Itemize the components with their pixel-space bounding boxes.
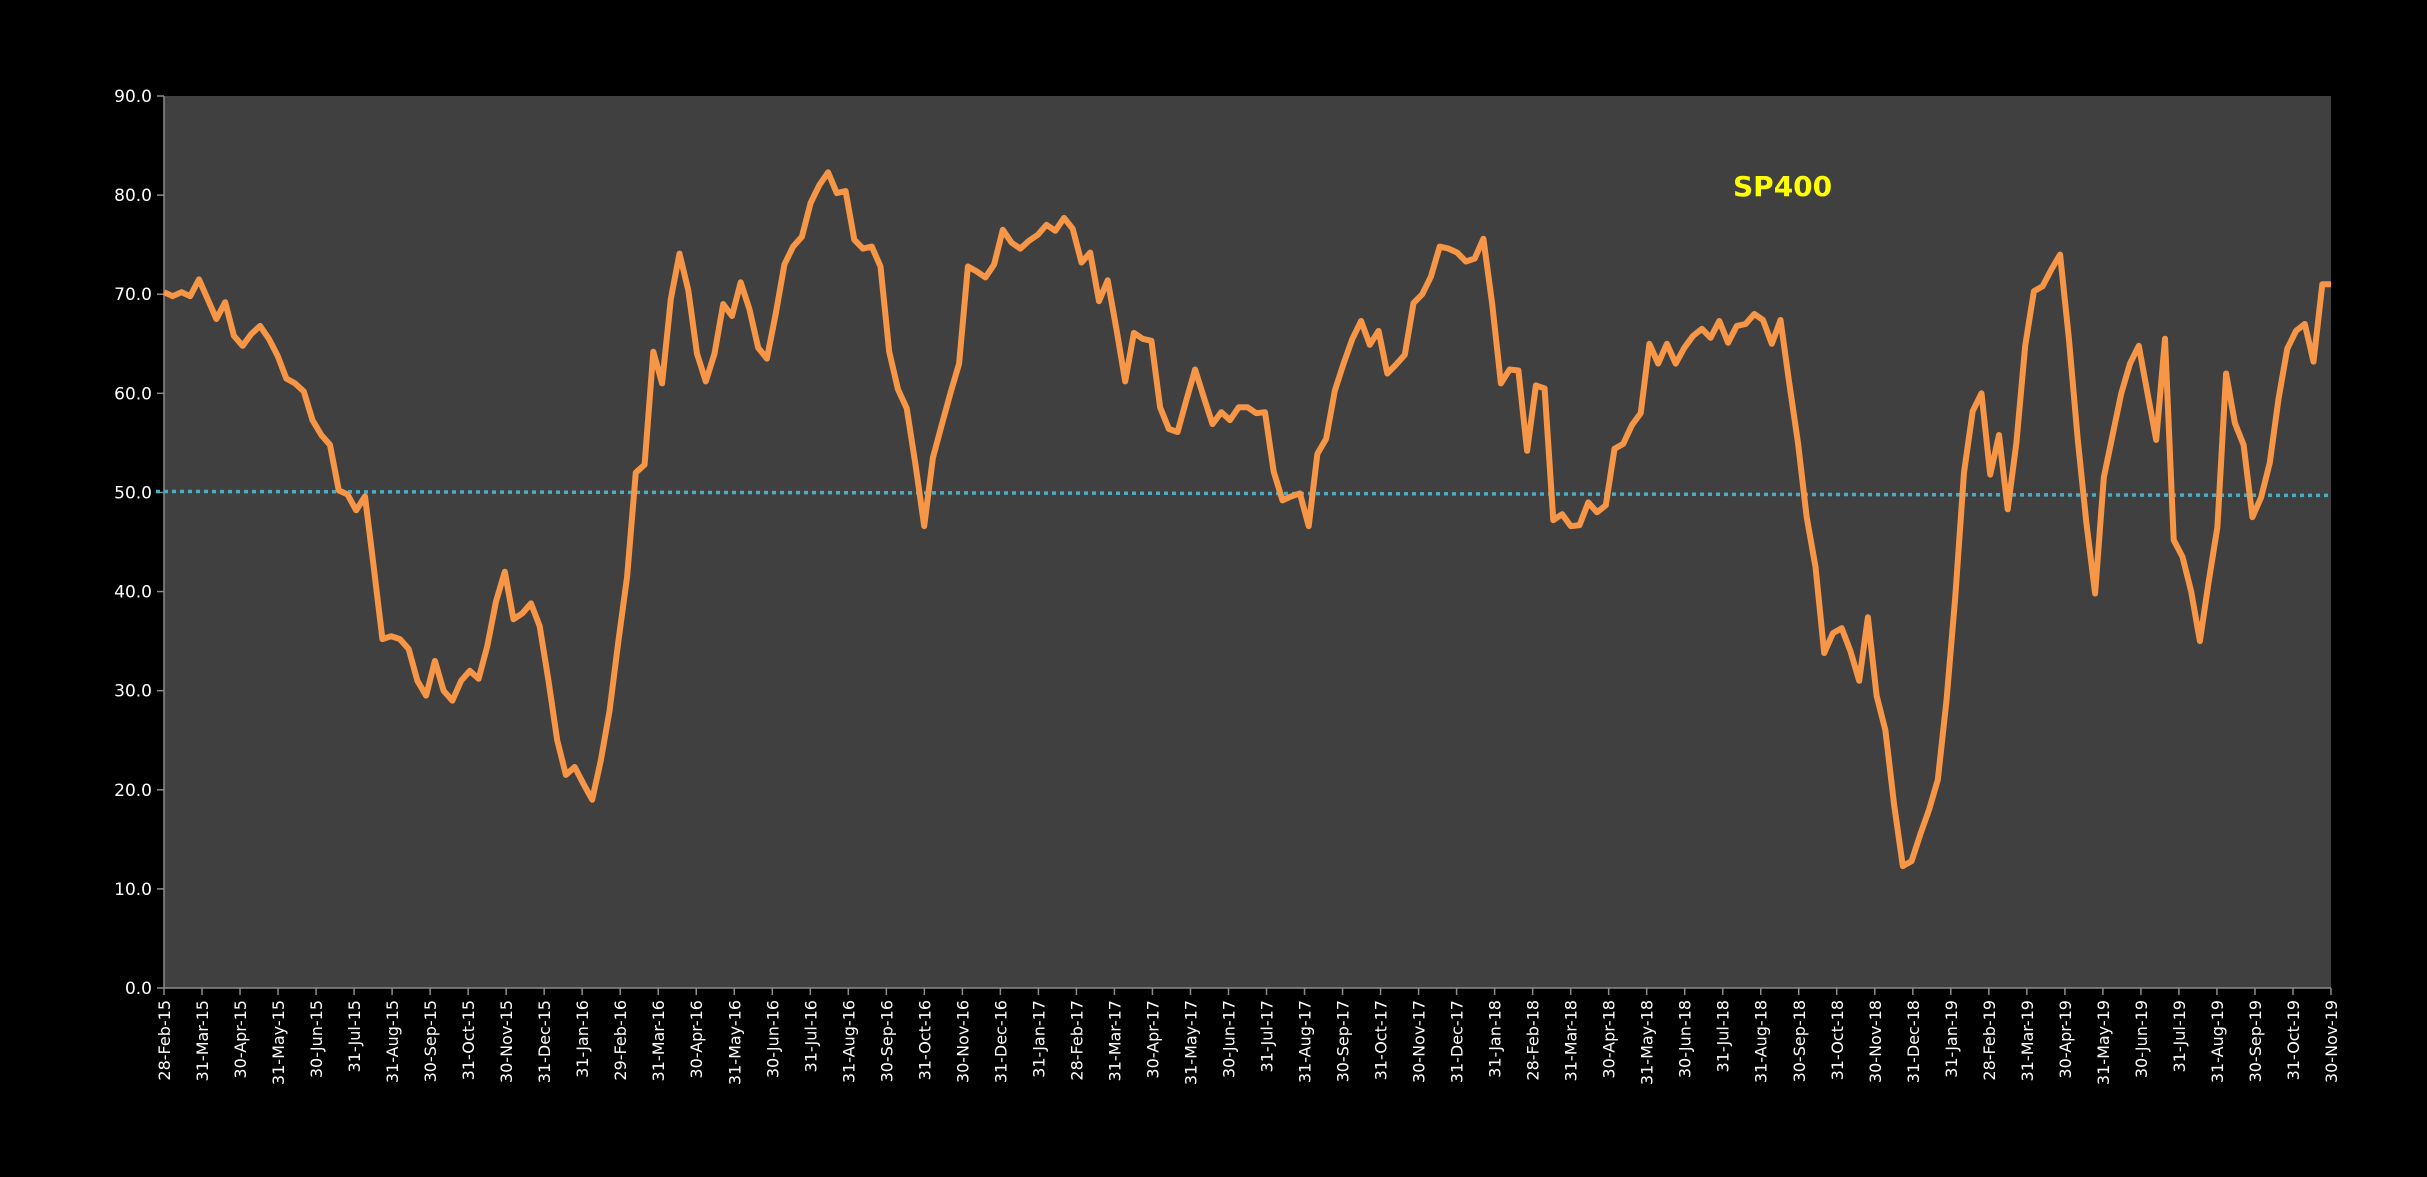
x-tick-label: 30-Jun-19 xyxy=(2132,1000,2151,1078)
x-axis: 28-Feb-15 31-Mar-15 30-Apr-15 31-May-15 30-J… xyxy=(155,987,2341,1085)
x-tick-label: 31-May-18 xyxy=(1638,1000,1657,1085)
x-tick-label: 30-Apr-15 xyxy=(231,1000,250,1079)
x-tick-label: 30-Jun-18 xyxy=(1676,1000,1695,1078)
y-tick-label: 40.0 xyxy=(114,583,152,603)
x-tick-label: 31-Mar-18 xyxy=(1562,1000,1581,1081)
chart-title: SP400 xyxy=(1733,170,1833,203)
x-tick-label: 31-Mar-17 xyxy=(1105,1000,1124,1081)
x-tick-label: 30-Jun-15 xyxy=(307,1000,326,1078)
x-tick-label: 30-Jun-16 xyxy=(763,1000,782,1078)
x-tick-label: 31-Jan-16 xyxy=(573,1000,592,1078)
x-tick-label: 31-Jul-16 xyxy=(801,1000,820,1072)
x-tick-label: 31-Oct-18 xyxy=(1828,1000,1847,1080)
x-tick-label: 30-Nov-19 xyxy=(2322,1000,2341,1083)
x-tick-label: 31-Dec-15 xyxy=(535,1000,554,1083)
series-line-sp400 xyxy=(162,169,2331,870)
y-tick-label: 0.0 xyxy=(125,979,152,999)
x-tick-label: 30-Jun-17 xyxy=(1219,1000,1238,1078)
x-tick-label: 29-Feb-16 xyxy=(611,1000,630,1081)
x-tick-label: 31-Oct-15 xyxy=(459,1000,478,1080)
x-tick-label: 30-Sep-18 xyxy=(1790,1000,1809,1082)
x-tick-label: 31-Dec-18 xyxy=(1904,1000,1923,1083)
x-tick-label: 31-Mar-15 xyxy=(193,1000,212,1081)
reference-line-50 xyxy=(155,489,2332,498)
x-tick-label: 31-Aug-17 xyxy=(1296,1000,1315,1083)
y-tick-label: 10.0 xyxy=(114,880,152,900)
x-tick-label: 31-Jul-15 xyxy=(345,1000,364,1072)
x-tick-label: 30-Apr-16 xyxy=(687,1000,706,1079)
x-tick-label: 30-Sep-15 xyxy=(421,1000,440,1082)
y-tick-label: 50.0 xyxy=(114,483,152,503)
x-tick-label: 31-Jul-19 xyxy=(2170,1000,2189,1072)
x-tick-label: 31-May-15 xyxy=(269,1000,288,1085)
y-tick-label: 70.0 xyxy=(114,285,152,305)
x-tick-label: 30-Nov-17 xyxy=(1410,1000,1429,1083)
x-tick-label: 31-May-17 xyxy=(1181,1000,1200,1085)
y-tick-label: 90.0 xyxy=(114,87,152,107)
x-tick-label: 31-Oct-16 xyxy=(915,1000,934,1080)
y-tick-label: 60.0 xyxy=(114,384,152,404)
x-tick-label: 28-Feb-19 xyxy=(1980,1000,1999,1081)
x-tick-label: 31-Oct-19 xyxy=(2284,1000,2303,1080)
x-tick-label: 31-Jul-17 xyxy=(1258,1000,1277,1072)
x-tick-label: 31-Jan-18 xyxy=(1486,1000,1505,1078)
x-tick-label: 30-Nov-15 xyxy=(497,1000,516,1083)
x-tick-label: 30-Apr-18 xyxy=(1600,1000,1619,1079)
x-tick-label: 30-Nov-18 xyxy=(1866,1000,1885,1083)
y-tick-label: 30.0 xyxy=(114,682,152,702)
x-tick-label: 30-Apr-17 xyxy=(1143,1000,1162,1079)
plot-area xyxy=(164,96,2331,988)
x-tick-label: 28-Feb-15 xyxy=(155,1000,174,1081)
x-tick-label: 31-May-19 xyxy=(2094,1000,2113,1085)
x-tick-label: 31-May-16 xyxy=(725,1000,744,1085)
x-tick-label: 30-Nov-16 xyxy=(953,1000,972,1083)
x-tick-label: 28-Feb-18 xyxy=(1524,1000,1543,1081)
x-tick-label: 31-Aug-19 xyxy=(2208,1000,2227,1083)
y-tick-label: 80.0 xyxy=(114,186,152,206)
y-axis: 0.0 10.0 20.0 30.0 40.0 50.0 60.0 70.0 80.0 90.0 xyxy=(114,87,165,999)
x-tick-label: 31-Aug-16 xyxy=(839,1000,858,1083)
x-tick-label: 31-Oct-17 xyxy=(1372,1000,1391,1080)
y-tick-label: 20.0 xyxy=(114,781,152,801)
x-tick-label: 31-Mar-16 xyxy=(649,1000,668,1081)
x-tick-label: 31-Jan-19 xyxy=(1942,1000,1961,1078)
x-tick-label: 31-Dec-16 xyxy=(991,1000,1010,1083)
x-tick-label: 28-Feb-17 xyxy=(1067,1000,1086,1081)
x-tick-label: 31-Aug-15 xyxy=(383,1000,402,1083)
x-tick-label: 31-Mar-19 xyxy=(2018,1000,2037,1081)
x-tick-label: 31-Dec-17 xyxy=(1448,1000,1467,1083)
x-tick-label: 31-Aug-18 xyxy=(1752,1000,1771,1083)
x-tick-label: 31-Jul-18 xyxy=(1714,1000,1733,1072)
x-tick-label: 30-Apr-19 xyxy=(2056,1000,2075,1079)
x-tick-label: 30-Sep-16 xyxy=(877,1000,896,1082)
x-tick-label: 30-Sep-17 xyxy=(1334,1000,1353,1082)
x-tick-label: 31-Jan-17 xyxy=(1029,1000,1048,1078)
x-tick-label: 30-Sep-19 xyxy=(2246,1000,2265,1082)
